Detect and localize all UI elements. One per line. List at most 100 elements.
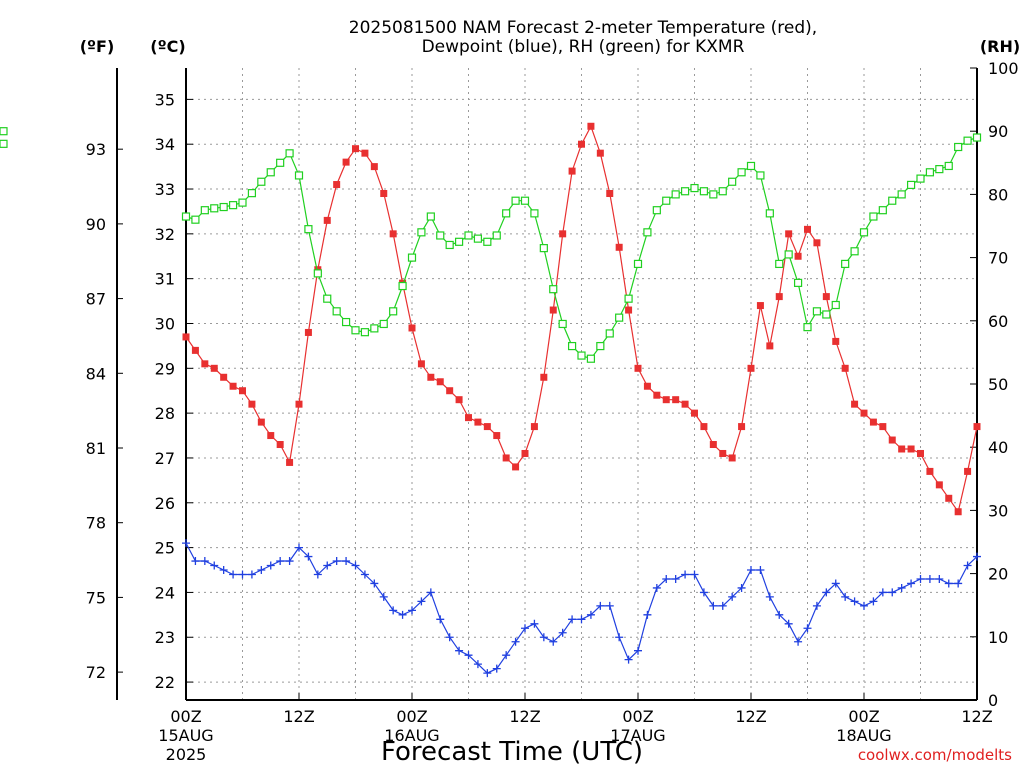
rh-point bbox=[558, 319, 567, 329]
temperature-point bbox=[719, 449, 727, 457]
temperature-point bbox=[436, 378, 444, 386]
temperature-point bbox=[455, 396, 463, 404]
rh-point bbox=[596, 341, 605, 351]
rh-point bbox=[389, 307, 398, 316]
celsius-tick-label: 29 bbox=[155, 359, 175, 378]
dewpoint-point bbox=[916, 574, 925, 583]
temperature-point bbox=[191, 346, 199, 354]
temperature-point bbox=[568, 167, 576, 175]
dewpoint-point bbox=[323, 561, 332, 570]
temperature-point bbox=[888, 436, 896, 444]
rh-tick-label: 30 bbox=[988, 501, 1008, 520]
dewpoint-point bbox=[285, 557, 294, 566]
rh-point bbox=[746, 161, 756, 171]
fahrenheit-tick-label: 72 bbox=[86, 663, 106, 682]
rh-point bbox=[247, 189, 257, 198]
dewpoint-point bbox=[831, 579, 840, 588]
rh-point bbox=[313, 269, 322, 278]
series-dewpoint bbox=[182, 539, 981, 678]
dewpoint-point bbox=[483, 669, 492, 678]
series-layer bbox=[0, 122, 982, 678]
rh-point bbox=[257, 177, 266, 186]
temperature-point bbox=[907, 445, 915, 453]
temperature-point bbox=[691, 409, 698, 417]
celsius-unit-label: (ºC) bbox=[150, 37, 185, 56]
rh-point bbox=[398, 281, 407, 291]
temperature-point bbox=[728, 454, 736, 462]
rh-point bbox=[812, 307, 822, 316]
dewpoint-point bbox=[850, 597, 859, 606]
rh-tick-label: 10 bbox=[988, 628, 1008, 647]
temperature-point bbox=[700, 423, 708, 431]
temperature-point bbox=[229, 382, 237, 390]
celsius-tick-label: 35 bbox=[155, 90, 175, 109]
temperature-point bbox=[304, 328, 312, 336]
x-tick-label: 00Z bbox=[170, 707, 201, 726]
rh-point bbox=[680, 187, 690, 196]
rh-point bbox=[426, 212, 435, 221]
temperature-point bbox=[681, 400, 689, 408]
rh-tick-label: 100 bbox=[988, 59, 1019, 78]
rh-tick-label: 90 bbox=[988, 122, 1008, 141]
dewpoint-point bbox=[276, 557, 285, 566]
temperature-point bbox=[342, 158, 350, 166]
rh-point bbox=[360, 328, 370, 337]
rh-point bbox=[756, 171, 765, 180]
dewpoint-point bbox=[229, 570, 238, 579]
dewpoint-point bbox=[775, 610, 784, 619]
rh-point bbox=[709, 190, 718, 199]
temperature-point bbox=[248, 400, 256, 408]
x-tick-label: 12Z bbox=[509, 707, 540, 726]
rh-point bbox=[954, 142, 963, 152]
temperature-point bbox=[785, 230, 793, 238]
dewpoint-point bbox=[907, 579, 916, 588]
dewpoint-point bbox=[257, 566, 266, 575]
dewpoint-point bbox=[379, 592, 388, 601]
rh-point bbox=[652, 206, 661, 215]
dewpoint-point bbox=[266, 561, 275, 570]
temperature-point bbox=[408, 324, 416, 332]
rh-point bbox=[341, 317, 351, 327]
dewpoint-point bbox=[295, 543, 303, 552]
temperature-point bbox=[756, 302, 764, 310]
dewpoint-point bbox=[577, 615, 586, 624]
x-tick-label: 12Z bbox=[735, 707, 766, 726]
dewpoint-point bbox=[784, 619, 793, 628]
temperature-point bbox=[587, 122, 595, 130]
dewpoint-point bbox=[888, 588, 897, 597]
temperature-point bbox=[813, 239, 821, 247]
dewpoint-point bbox=[473, 660, 482, 669]
temperature-point bbox=[851, 400, 859, 408]
temperature-point bbox=[295, 400, 303, 408]
temperature-point bbox=[182, 333, 190, 341]
dewpoint-point bbox=[954, 579, 963, 588]
temperature-point bbox=[239, 387, 246, 395]
x-tick-date: 16AUG bbox=[384, 726, 439, 745]
rh-point bbox=[238, 198, 247, 207]
temperature-point bbox=[822, 293, 830, 301]
temperature-point bbox=[775, 293, 783, 301]
dewpoint-point bbox=[662, 574, 671, 583]
temperature-point bbox=[804, 225, 811, 233]
dewpoint-point bbox=[445, 633, 454, 642]
dewpoint-point bbox=[182, 539, 190, 548]
temperature-point bbox=[267, 432, 275, 440]
dewpoint-point bbox=[747, 566, 755, 575]
celsius-tick-label: 33 bbox=[155, 180, 175, 199]
rh-point bbox=[351, 326, 360, 335]
temperature-point bbox=[794, 252, 802, 260]
dewpoint-point bbox=[596, 601, 605, 610]
rh-unit-label: (RH) bbox=[980, 37, 1020, 56]
temperature-point bbox=[427, 373, 435, 381]
chart-title-line-1: 2025081500 NAM Forecast 2-meter Temperat… bbox=[349, 18, 817, 38]
rh-point bbox=[662, 196, 671, 205]
celsius-tick-label: 32 bbox=[155, 225, 175, 244]
rh-point bbox=[878, 206, 887, 215]
x-tick-date: 18AUG bbox=[836, 726, 891, 745]
temperature-point bbox=[860, 409, 868, 417]
dewpoint-point bbox=[605, 601, 614, 610]
dewpoint-point bbox=[191, 557, 200, 566]
temperature-point bbox=[493, 432, 501, 440]
temperature-point bbox=[465, 414, 472, 422]
rh-point bbox=[323, 294, 332, 303]
